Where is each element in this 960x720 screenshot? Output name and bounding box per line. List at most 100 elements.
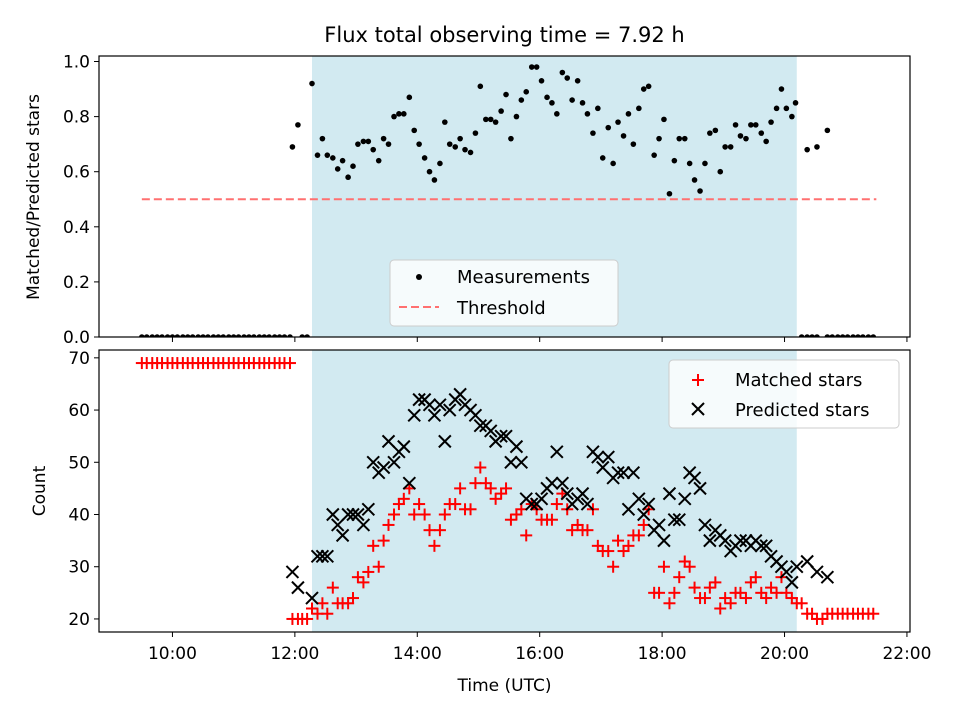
x-stroke: [560, 486, 574, 501]
measurement-point: [528, 64, 535, 70]
measurement-point: [538, 77, 545, 84]
measurement-point: [691, 177, 698, 183]
predicted-star-point: [351, 507, 365, 522]
predicted-star-point: [637, 507, 651, 522]
measurement-point: [498, 108, 504, 114]
predicted-star-point: [514, 455, 529, 469]
predicted-star-point: [473, 419, 488, 433]
measurement-point: [809, 334, 815, 337]
x-stroke: [718, 533, 732, 548]
measurement-point: [860, 334, 866, 337]
x-stroke: [652, 518, 666, 532]
measurement-point: [620, 133, 627, 139]
measurement-point: [472, 130, 479, 136]
matched-star-point: [433, 524, 446, 537]
predicted-star-point: [285, 565, 300, 579]
measurement-point: [195, 334, 201, 337]
measurement-point: [814, 334, 820, 337]
legend: Measurements Threshold: [389, 259, 619, 327]
measurement-point: [768, 119, 774, 125]
predicted-star-point: [534, 492, 549, 506]
measurement-point: [707, 130, 713, 136]
matched-star-point: [484, 482, 497, 495]
y-tick-label: 0.8: [63, 108, 90, 128]
matched-star-point: [500, 482, 513, 495]
predicted-star-point: [346, 507, 360, 522]
x-stroke: [616, 466, 631, 480]
y-tick-label: 20: [68, 610, 90, 630]
measurement-point: [411, 127, 418, 134]
measurement-point: [401, 111, 407, 117]
x-stroke: [361, 502, 376, 516]
x-stroke: [703, 533, 717, 548]
measurement-point: [334, 166, 341, 172]
x-stroke: [494, 429, 508, 443]
measurement-point: [748, 122, 754, 128]
measurement-point: [426, 168, 433, 175]
matched-star-point: [423, 524, 436, 537]
measurement-point: [437, 160, 443, 167]
predicted-star-point: [468, 408, 483, 422]
predicted-star-point: [341, 507, 355, 522]
predicted-star-point: [381, 434, 396, 449]
measurement-point: [599, 155, 606, 161]
x-tick-label: 10:00: [148, 644, 197, 664]
matched-star-point: [688, 581, 701, 594]
x-stroke: [611, 466, 625, 480]
x-stroke: [407, 408, 421, 422]
x-stroke: [534, 492, 549, 506]
matched-star-point: [418, 508, 431, 521]
y-tick-label: 1.0: [63, 53, 90, 73]
x-stroke: [637, 507, 651, 522]
measurement-point: [380, 135, 387, 142]
measurement-point: [143, 334, 150, 337]
predicted-star-point: [652, 518, 666, 532]
measurement-point: [416, 141, 422, 147]
matched-star-point: [388, 508, 401, 521]
measurement-point: [266, 334, 272, 337]
measurement-point: [661, 116, 667, 123]
x-stroke: [453, 387, 467, 402]
x-stroke: [733, 533, 748, 548]
predicted-star-point: [754, 539, 768, 553]
matched-star-point: [306, 602, 319, 615]
x-stroke: [331, 518, 345, 532]
x-stroke: [310, 549, 325, 563]
matched-star-point: [663, 597, 676, 610]
measurement-point: [330, 155, 336, 161]
predicted-star-point: [484, 424, 498, 438]
measurement-point: [281, 334, 288, 337]
x-stroke: [381, 434, 396, 449]
measurement-point: [590, 130, 596, 136]
measurement-point: [798, 334, 805, 337]
measurement-point: [640, 86, 647, 92]
measurement-point: [314, 152, 321, 158]
x-stroke: [810, 565, 824, 579]
matched-star-point: [566, 524, 579, 537]
x-stroke: [790, 560, 804, 574]
measurement-point: [304, 334, 310, 337]
matched-star-point: [724, 597, 737, 610]
x-stroke: [320, 549, 335, 563]
x-stroke: [514, 455, 529, 469]
measurement-point: [574, 77, 581, 84]
matched-star-point: [714, 602, 727, 615]
measurement-point: [533, 64, 540, 70]
measurement-point: [824, 127, 831, 134]
count-panel: 20 30 40 50 60 70 10:00 12:00 14:00 16:00 18:00 20…: [30, 349, 931, 696]
x-stroke: [591, 450, 605, 464]
measurement-point: [549, 100, 555, 106]
x-tick-label: 18:00: [638, 644, 687, 664]
x-stroke: [545, 476, 559, 490]
predicted-star-point: [611, 466, 625, 480]
matched-star-point: [734, 586, 747, 599]
matched-star-point: [673, 571, 686, 584]
measurement-point: [251, 334, 257, 337]
measurement-point: [636, 105, 642, 112]
x-stroke: [509, 439, 524, 454]
matched-star-point: [283, 357, 296, 370]
x-stroke: [433, 398, 447, 412]
x-stroke: [305, 591, 319, 605]
legend-label-threshold: Threshold: [456, 298, 546, 319]
